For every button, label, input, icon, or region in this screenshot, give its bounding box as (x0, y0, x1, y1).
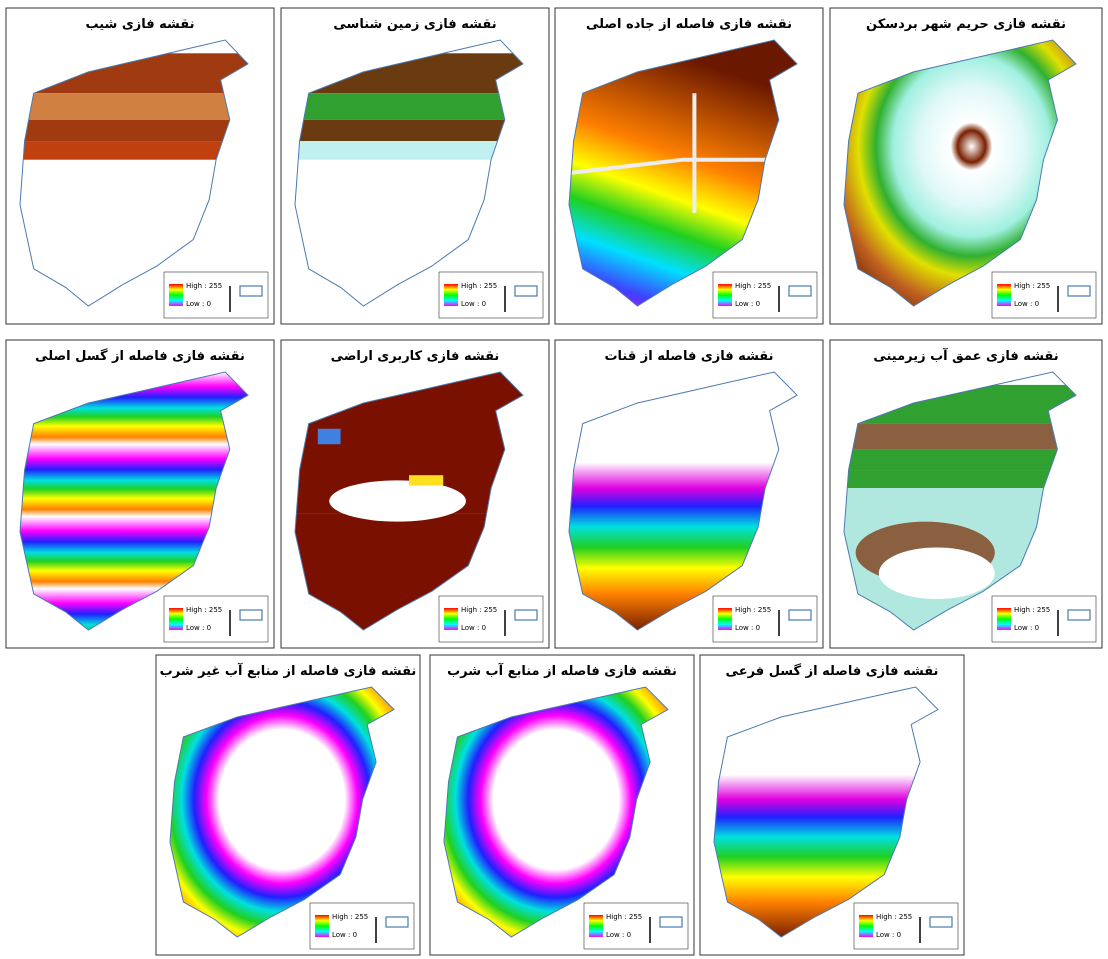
map-panel: نقشه فازی عمق آب زیرمینی High : 255 Low : … (829, 339, 1103, 649)
map-outline (19, 39, 249, 307)
legend-bar (444, 284, 458, 306)
map-zone (20, 141, 248, 160)
legend-bar (718, 608, 732, 630)
legend-bar (859, 915, 873, 937)
legend-swatch (1067, 609, 1091, 621)
map-zone (20, 93, 248, 120)
map-outline (443, 686, 669, 938)
map-zone (844, 423, 1076, 450)
legend-bar (169, 608, 183, 630)
legend-swatch (929, 916, 953, 928)
map-panel: نقشه فازی زمین شناسی High : 255 Low : 0 (280, 7, 550, 325)
legend-bar (997, 284, 1011, 306)
legend-low: Low : 0 (1014, 624, 1039, 632)
legend-low: Low : 0 (186, 624, 211, 632)
legend-high: High : 255 (735, 282, 771, 290)
map-title: نقشه فازی شیب (85, 17, 194, 32)
map-outline (568, 371, 798, 631)
map-outline (169, 686, 395, 938)
map-panel: نقشه فازی فاصله از گسل اصلی High : 255 Low… (5, 339, 275, 649)
map-title: نقشه فازی فاصله از منابع آب شرب (447, 662, 677, 679)
legend-high: High : 255 (876, 913, 912, 921)
map-title: نقشه فازی فاصله از منابع آب غیر شرب (160, 662, 417, 679)
map-panel: نقشه فازی فاصله از منابع آب غیر شرب High … (155, 654, 421, 956)
legend-swatch (239, 609, 263, 621)
legend-swatch (514, 285, 538, 297)
legend-high: High : 255 (461, 606, 497, 614)
map-panel: نقشه فازی فاصله از گسل فرعی High : 255 Low… (699, 654, 965, 956)
map-zone (329, 480, 466, 522)
map-panel: نقشه فازی شیب High : 255 Low : 0 (5, 7, 275, 325)
map-zone (295, 119, 523, 142)
legend-swatch (659, 916, 683, 928)
legend-swatch (788, 609, 812, 621)
map-title: نقشه فازی فاصله از جاده اصلی (586, 17, 792, 32)
map-panel: نقشه فازی فاصله از منابع آب شرب High : 25… (429, 654, 695, 956)
legend-bar (444, 608, 458, 630)
map-area (20, 40, 248, 306)
legend-swatch (239, 285, 263, 297)
legend-bar (997, 608, 1011, 630)
map-title: نقشه فازی کاربری اراضی (331, 349, 500, 364)
legend-low: Low : 0 (606, 931, 631, 939)
map-outline (843, 371, 1077, 631)
map-outline (843, 39, 1077, 307)
legend-low: Low : 0 (876, 931, 901, 939)
legend-bar (589, 915, 603, 937)
legend-bar (718, 284, 732, 306)
map-outline (294, 371, 524, 631)
legend-high: High : 255 (186, 282, 222, 290)
legend-swatch (385, 916, 409, 928)
legend-bar (169, 284, 183, 306)
legend-high: High : 255 (186, 606, 222, 614)
legend-swatch (788, 285, 812, 297)
legend-low: Low : 0 (186, 300, 211, 308)
map-title: نقشه فازی فاصله از قنات (604, 349, 773, 364)
map-panel: نقشه فازی حریم شهر بردسکن High : 255 Low :… (829, 7, 1103, 325)
legend-low: Low : 0 (735, 624, 760, 632)
legend-swatch (1067, 285, 1091, 297)
legend-high: High : 255 (606, 913, 642, 921)
map-outline (19, 371, 249, 631)
legend-high: High : 255 (332, 913, 368, 921)
map-title: نقشه فازی فاصله از گسل اصلی (35, 348, 245, 364)
map-panel: نقشه فازی فاصله از قنات High : 255 Low : 0 (554, 339, 824, 649)
legend-swatch (514, 609, 538, 621)
map-zone (844, 449, 1076, 471)
map-zone (317, 428, 341, 445)
map-title: نقشه فازی عمق آب زیرمینی (873, 347, 1058, 364)
map-zone (409, 475, 444, 486)
map-title: نقشه فازی حریم شهر بردسکن (866, 17, 1066, 32)
map-title: نقشه فازی فاصله از گسل فرعی (726, 663, 939, 679)
map-zone (844, 470, 1076, 489)
legend-high: High : 255 (461, 282, 497, 290)
map-title: نقشه فازی زمین شناسی (333, 17, 496, 32)
legend-low: Low : 0 (461, 300, 486, 308)
map-outline (568, 39, 798, 307)
road (569, 93, 797, 213)
legend-low: Low : 0 (332, 931, 357, 939)
legend-low: Low : 0 (1014, 300, 1039, 308)
legend-high: High : 255 (1014, 606, 1050, 614)
map-outline (294, 39, 524, 307)
legend-low: Low : 0 (461, 624, 486, 632)
map-zone (20, 119, 248, 142)
map-panel: نقشه فازی کاربری اراضی High : 255 Low : 0 (280, 339, 550, 649)
legend-high: High : 255 (1014, 282, 1050, 290)
legend-high: High : 255 (735, 606, 771, 614)
legend-bar (315, 915, 329, 937)
map-area (844, 372, 1076, 630)
map-zone (295, 141, 523, 160)
map-zone (295, 93, 523, 120)
map-outline (713, 686, 939, 938)
map-panel: نقشه فازی فاصله از جاده اصلی High : 255 Lo… (554, 7, 824, 325)
legend-low: Low : 0 (735, 300, 760, 308)
map-zone (878, 547, 995, 600)
